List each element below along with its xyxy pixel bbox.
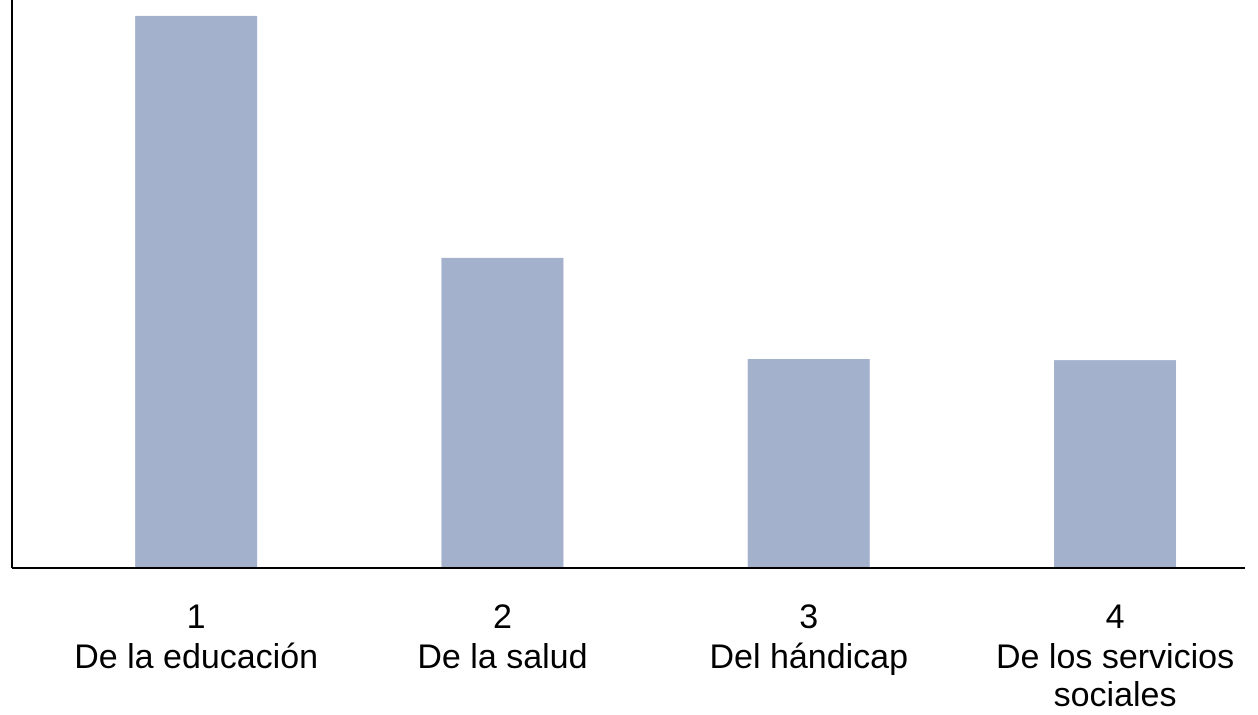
bar <box>1054 360 1177 568</box>
x-tick-number: 1 <box>186 598 206 636</box>
x-tick-number: 2 <box>492 598 512 636</box>
bar <box>135 15 258 569</box>
x-tick-label: De los servicios sociales <box>996 638 1235 714</box>
x-tick-number: 4 <box>1105 598 1125 636</box>
x-tick-label: De la salud <box>417 638 588 676</box>
bar <box>747 358 870 568</box>
x-tick-label: De la educación <box>74 638 319 676</box>
x-tick-number: 3 <box>799 598 819 636</box>
x-tick-label: Del hándicap <box>709 638 908 676</box>
bar <box>441 257 564 568</box>
